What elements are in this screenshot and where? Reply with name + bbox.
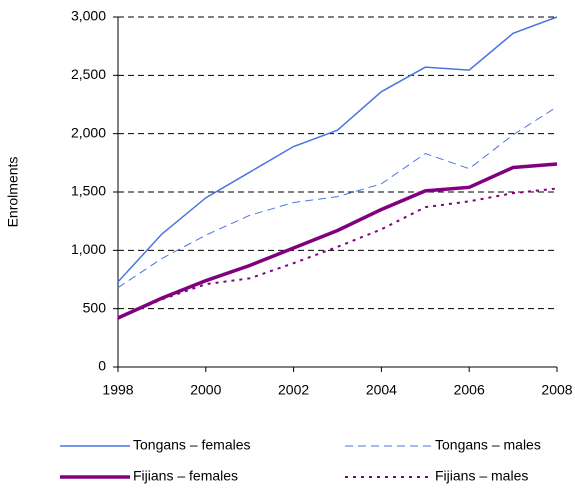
x-tick-label: 2000: [190, 382, 221, 398]
x-tick-label: 2008: [541, 382, 572, 398]
y-tick-label: 3,000: [71, 8, 106, 24]
y-tick-label: 0: [98, 358, 106, 374]
legend-label: Tongans – males: [435, 437, 541, 453]
y-tick-label: 2,000: [71, 124, 106, 140]
legend-label: Fijians – males: [435, 468, 528, 484]
x-tick-label: 2002: [278, 382, 309, 398]
y-tick-label: 1,500: [71, 183, 106, 199]
legend-label: Fijians – females: [133, 468, 238, 484]
series-line: [117, 162, 558, 320]
x-tick-label: 2004: [366, 382, 397, 398]
x-tick-label: 2006: [454, 382, 485, 398]
series-line: [117, 16, 558, 283]
x-tick-label: 1998: [102, 382, 133, 398]
y-tick-label: 500: [83, 299, 107, 315]
y-axis-label: Enrolments: [5, 157, 21, 228]
series-line: [117, 187, 558, 319]
y-tick-label: 1,000: [71, 241, 106, 257]
series-line: [117, 106, 558, 289]
y-tick-label: 2,500: [71, 66, 106, 82]
legend-label: Tongans – females: [133, 437, 251, 453]
